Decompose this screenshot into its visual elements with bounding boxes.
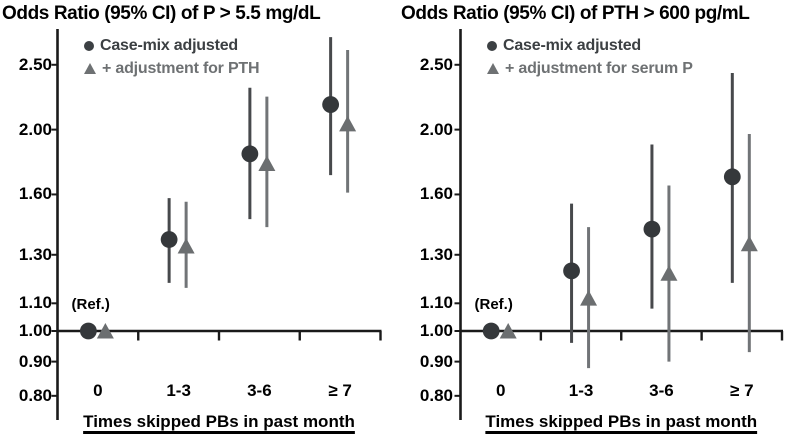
y-tick-label: 2.50 [18,54,52,74]
legend-item-case-mix: Case-mix adjusted [487,34,693,57]
circle-marker-icon [84,40,94,51]
legend-item-adjustment: + adjustment for serum P [487,57,693,80]
data-point-triangle [339,115,357,132]
y-tick-label: 1.00 [419,321,453,340]
legend-label: + adjustment for PTH [102,59,260,77]
reference-label: (Ref.) [474,296,513,313]
y-tick-label: 0.80 [18,385,52,405]
y-tick-label: 1.60 [419,184,453,204]
y-tick-label: 2.00 [419,119,453,139]
legend: Case-mix adjusted + adjustment for serum… [487,34,693,80]
data-point-triangle [660,265,678,281]
x-category-label: ≥ 7 [328,381,352,400]
circle-marker-icon [487,40,497,51]
data-point-triangle [258,155,276,171]
data-point-triangle [740,235,758,252]
x-axis-label: Times skipped PBs in past month [83,412,355,431]
x-category-label: 3-6 [649,381,674,400]
data-point-circle [79,322,97,340]
x-category-label: 1-3 [568,381,594,400]
y-tick-label: 2.50 [419,54,453,74]
y-tick-label: 1.00 [18,321,52,340]
y-tick-label: 1.30 [18,244,52,264]
x-category-label: 0 [93,381,103,400]
data-point-triangle [499,323,517,339]
data-point-circle [482,322,500,340]
triangle-marker-icon [487,63,499,74]
y-tick-label: 1.10 [419,293,453,313]
y-tick-label: 0.90 [18,351,52,371]
y-tick-label: 1.10 [18,293,52,313]
y-tick-label: 2.00 [18,119,52,139]
data-point-triangle [96,323,114,339]
legend-label: Case-mix adjusted [503,36,641,54]
y-tick-label: 1.30 [419,244,453,264]
data-point-triangle [177,237,195,254]
x-category-label: 0 [495,381,506,400]
x-category-label: 3-6 [247,381,272,400]
data-point-circle [322,96,340,113]
legend-item-adjustment: + adjustment for PTH [84,57,260,80]
x-axis-label: Times skipped PBs in past month [485,412,758,431]
data-point-triangle [580,290,598,306]
data-point-circle [160,231,178,248]
x-category-label: 1-3 [166,381,191,400]
legend-label: Case-mix adjusted [100,36,238,54]
data-point-circle [643,220,661,238]
y-tick-label: 1.60 [18,184,52,204]
data-point-circle [241,145,259,163]
x-category-label: ≥ 7 [730,381,754,400]
triangle-marker-icon [84,63,96,74]
y-tick-label: 0.90 [419,351,453,371]
y-tick-label: 0.80 [419,385,453,405]
legend: Case-mix adjusted + adjustment for PTH [84,34,260,80]
data-point-circle [563,262,580,280]
chart-title: Odds Ratio (95% CI) of P > 5.5 mg/dL [2,3,321,24]
reference-label: (Ref.) [71,296,110,313]
data-point-circle [723,168,741,186]
legend-item-case-mix: Case-mix adjusted [84,34,259,57]
legend-label: + adjustment for serum P [505,59,693,77]
chart-title: Odds Ratio (95% CI) of PTH > 600 pg/mL [401,3,750,24]
